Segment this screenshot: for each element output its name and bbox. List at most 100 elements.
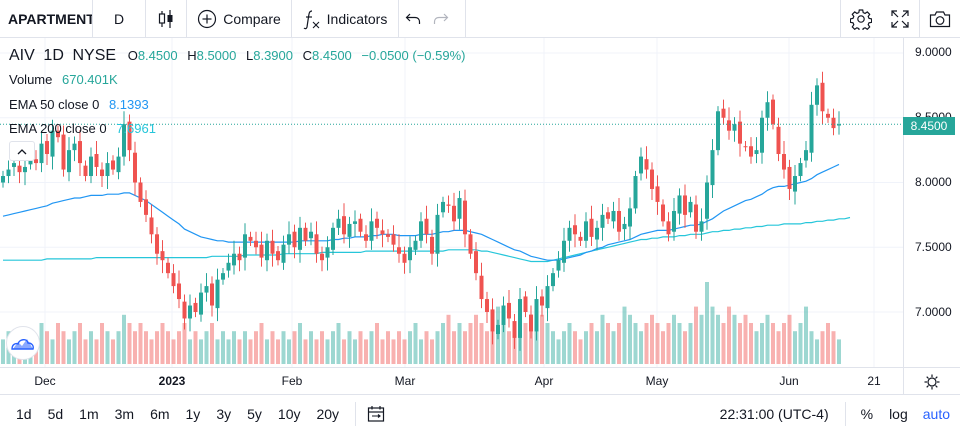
chart-pane[interactable] — [0, 38, 903, 367]
toolbar-divider — [145, 0, 146, 38]
volume-bar — [397, 331, 401, 364]
candle-body — [369, 221, 374, 241]
volume-bar — [237, 339, 242, 364]
bottom-toolbar: 1d 5d 1m 3m 6m 1y 3y 5y 10y 20y 22:31:00… — [0, 394, 960, 433]
snapshot-button[interactable] — [920, 0, 960, 38]
price-axis-label: 7.0000 — [915, 305, 952, 319]
candle-body — [578, 236, 583, 241]
candle-body — [166, 262, 170, 274]
time-axis-label: May — [645, 374, 669, 388]
time-axis[interactable]: Dec 2023 Feb Mar Apr May Jun 21 — [0, 367, 960, 395]
volume-bar — [672, 314, 676, 364]
candle-body — [468, 234, 473, 254]
volume-bar — [155, 331, 159, 364]
volume-bar — [782, 323, 786, 364]
ema200-legend[interactable]: EMA 200 close 0 7.6961 — [9, 121, 156, 136]
candle-body — [749, 146, 753, 157]
volume-bar — [705, 282, 709, 364]
candle-body — [34, 159, 38, 164]
candle-body — [380, 230, 385, 235]
range-10y[interactable]: 10y — [277, 406, 301, 422]
legend-close-value: 8.4500 — [312, 48, 352, 63]
interval-button[interactable]: D — [113, 10, 125, 27]
candle-body — [567, 227, 572, 241]
candle-body — [644, 159, 649, 170]
goto-date-button[interactable] — [356, 405, 396, 423]
redo-button[interactable] — [427, 0, 455, 38]
symbol-search-button[interactable]: APARTMENT — [8, 10, 92, 27]
candle-body — [573, 225, 577, 235]
candle-body — [507, 302, 511, 319]
volume-bar — [39, 323, 44, 364]
candle-body — [391, 234, 396, 245]
volume-bar — [765, 314, 770, 364]
undo-button[interactable] — [399, 0, 427, 38]
candle-body — [226, 262, 231, 271]
range-20y[interactable]: 20y — [316, 406, 340, 422]
percent-scale-toggle[interactable]: % — [860, 406, 874, 422]
settings-button[interactable] — [841, 0, 881, 38]
price-axis[interactable]: 9.0000 8.5000 8.0000 7.5000 7.0000 — [903, 38, 960, 367]
volume-bar — [45, 331, 49, 364]
volume-bar — [364, 339, 368, 364]
redo-icon — [433, 13, 449, 24]
range-5y[interactable]: 5y — [247, 406, 262, 422]
candle-body — [402, 253, 407, 263]
volume-bar — [699, 314, 704, 364]
fullscreen-button[interactable] — [881, 0, 919, 38]
legend-close-label: C — [302, 48, 313, 63]
indicators-button[interactable]: Indicators — [292, 0, 398, 38]
chart-settings-corner[interactable] — [903, 368, 960, 395]
range-6m[interactable]: 6m — [150, 406, 170, 422]
candle-body — [441, 201, 445, 213]
volume-bar — [562, 331, 566, 364]
ema200-value: 7.6961 — [116, 121, 156, 136]
volume-bar — [89, 331, 93, 364]
candle-body — [276, 251, 280, 261]
candle-body — [61, 134, 66, 170]
top-toolbar: APARTMENT D Compare Indicators — [0, 0, 960, 38]
candle-body — [628, 208, 632, 227]
legend-collapse-button[interactable] — [9, 141, 35, 161]
range-3m[interactable]: 3m — [114, 406, 135, 422]
volume-bar — [232, 331, 236, 364]
ema50-legend[interactable]: EMA 50 close 0 8.1393 — [9, 97, 149, 112]
range-1m[interactable]: 1m — [79, 406, 99, 422]
auto-scale-toggle[interactable]: auto — [922, 406, 950, 422]
range-1y[interactable]: 1y — [185, 406, 201, 422]
clock-display[interactable]: 22:31:00 (UTC-4) — [719, 406, 829, 422]
legend-open-label: O — [127, 48, 138, 63]
candle-body — [133, 152, 137, 183]
range-1d[interactable]: 1d — [16, 406, 32, 422]
volume-bar — [567, 323, 572, 364]
fx-icon — [303, 9, 320, 29]
candle-body — [424, 218, 429, 235]
chart-style-button[interactable] — [146, 0, 186, 38]
candle-body — [710, 150, 715, 186]
candle-body — [496, 324, 500, 335]
volume-bar — [138, 323, 143, 364]
volume-bar — [193, 331, 198, 364]
volume-bar — [474, 314, 478, 364]
candle-body — [831, 117, 836, 129]
volume-bar — [534, 323, 539, 364]
candle-body — [501, 305, 506, 325]
volume-bar — [303, 339, 308, 364]
range-3y[interactable]: 3y — [216, 406, 232, 422]
log-scale-toggle[interactable]: log — [889, 406, 908, 422]
candle-body — [540, 296, 544, 306]
tradingview-logo[interactable] — [6, 326, 40, 360]
candle-body — [683, 195, 687, 215]
volume-bar — [336, 323, 341, 364]
candle-body — [556, 260, 561, 271]
volume-bar — [309, 331, 313, 364]
price-chart[interactable] — [0, 38, 903, 367]
compare-button[interactable]: Compare — [187, 0, 291, 38]
volume-bar — [325, 339, 330, 364]
candle-body — [303, 227, 308, 241]
gear-icon — [850, 9, 872, 30]
volume-bar — [452, 331, 456, 364]
range-5d[interactable]: 5d — [47, 406, 64, 422]
volume-bar — [683, 331, 687, 364]
legend-low-label: L — [246, 48, 254, 63]
